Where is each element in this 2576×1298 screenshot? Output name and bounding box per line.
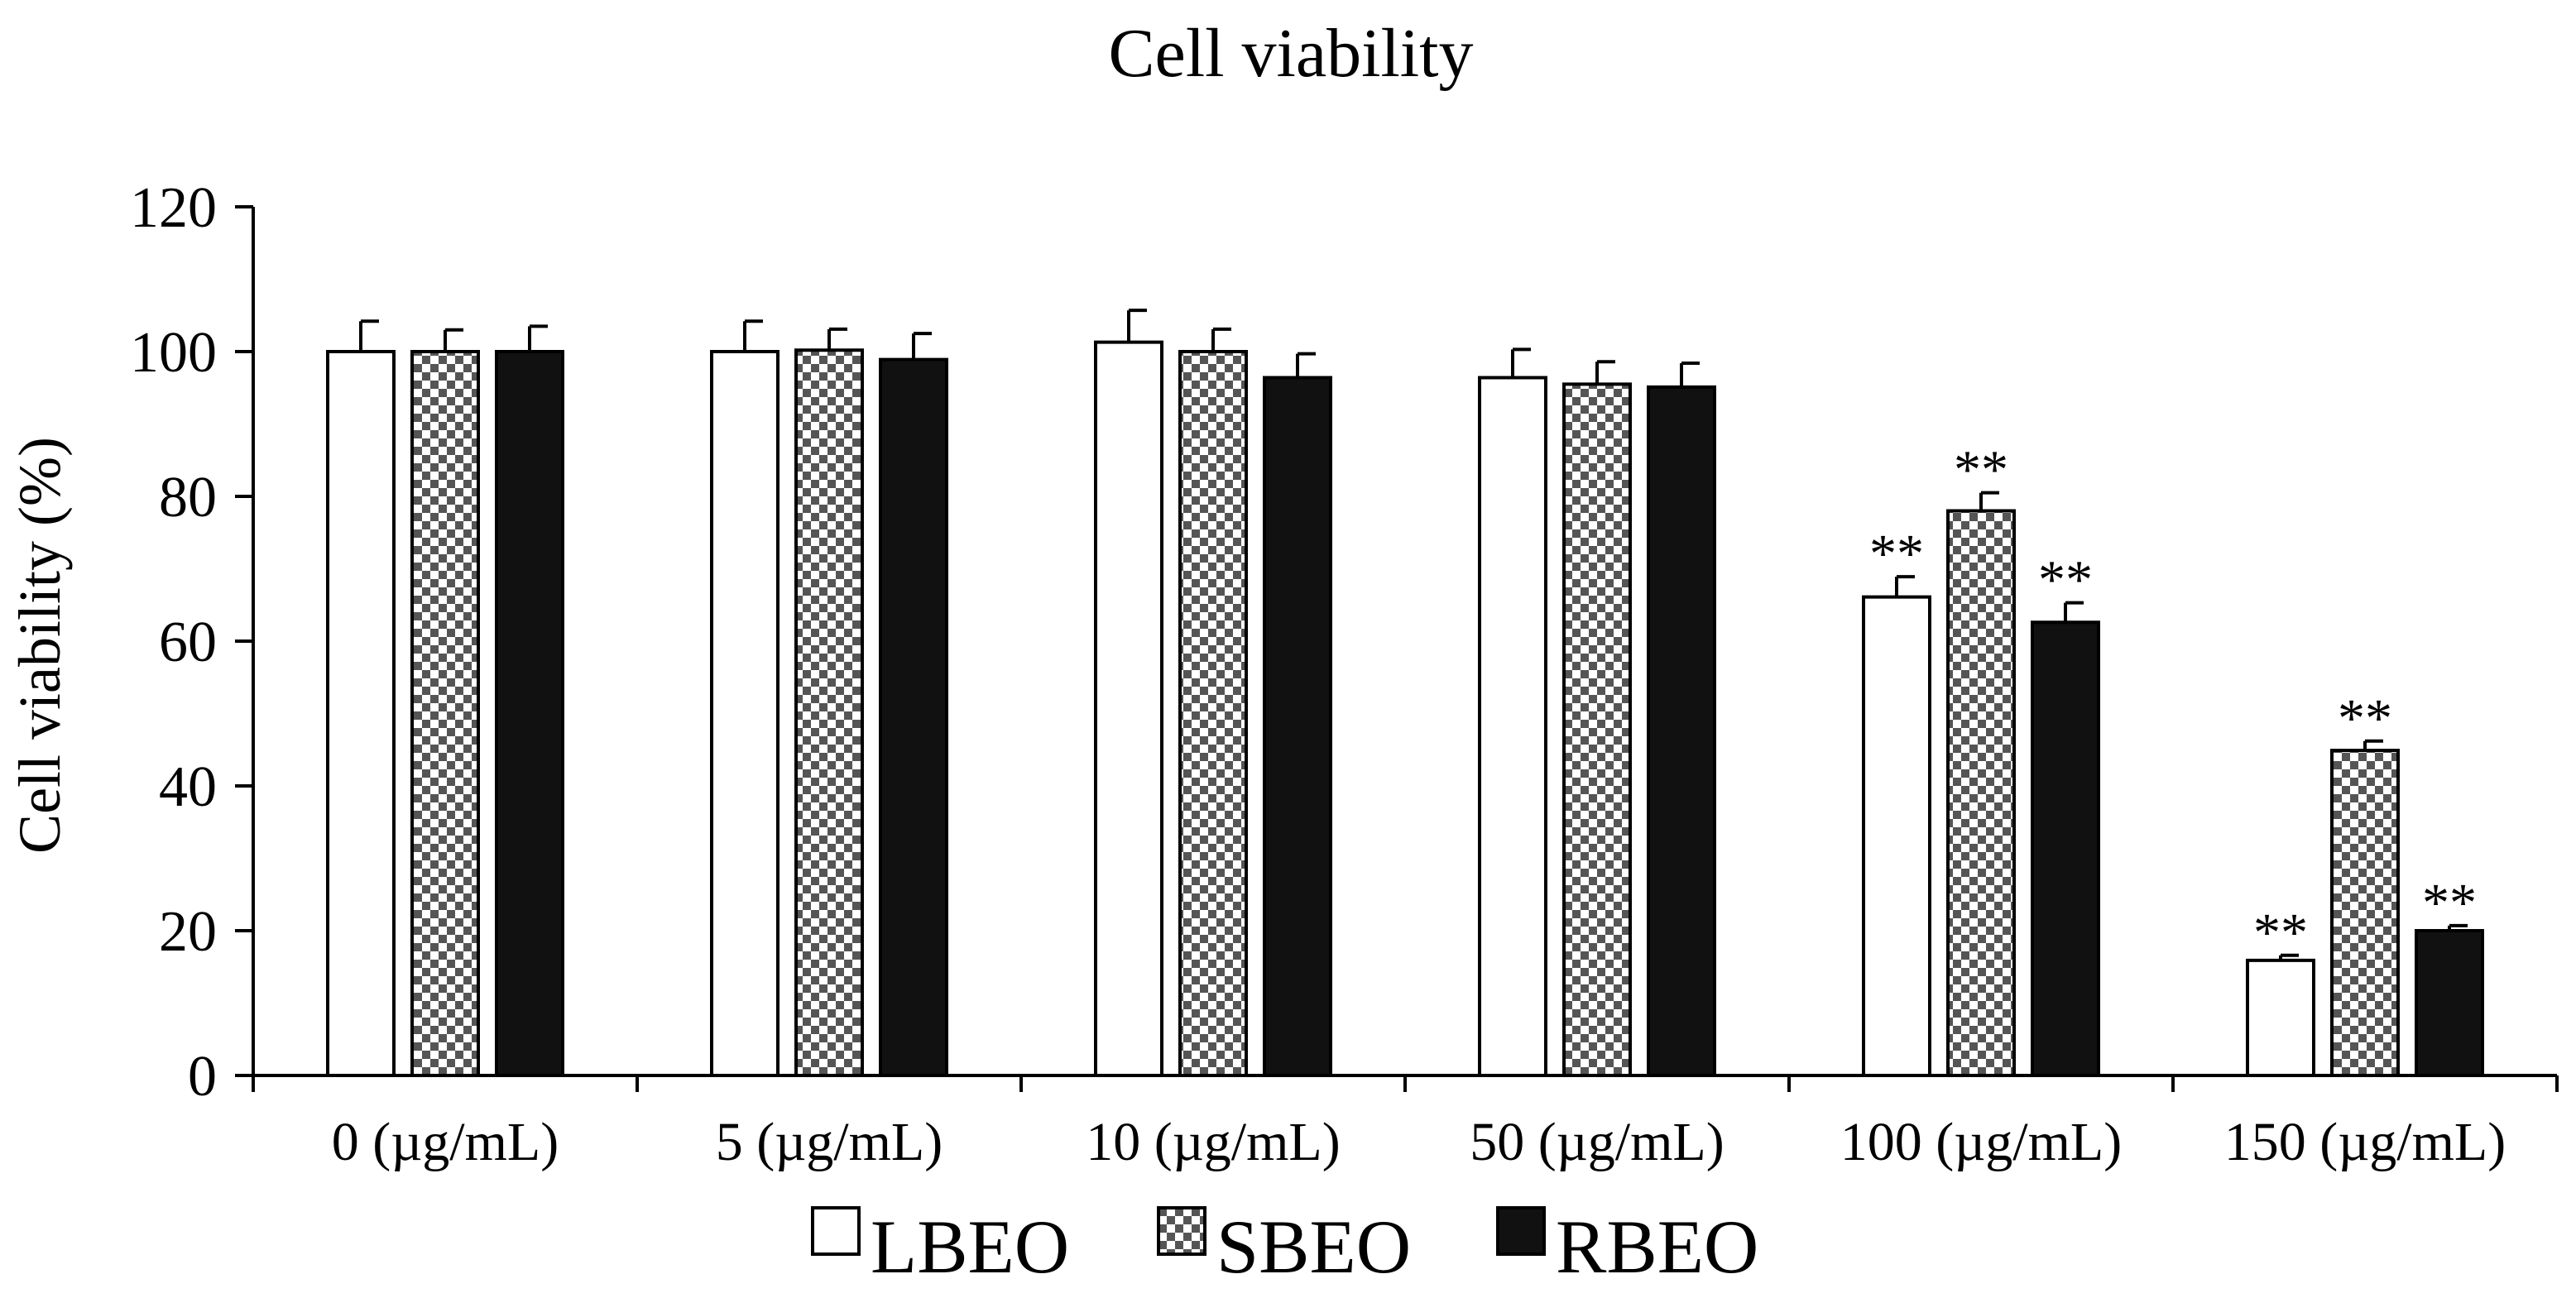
- bars-layer: ** ** ** ** ** **: [326, 309, 2484, 1077]
- y-axis-label: Cell viability (%): [7, 437, 73, 854]
- axes: 0 20 40 60 80 100 120 0 (µg/mL) 5 (µg/mL) 10 (µg/…: [130, 176, 2559, 1172]
- significance-mark: **: [2422, 873, 2477, 933]
- significance-mark: **: [2253, 903, 2308, 963]
- bar-sbeo: [410, 350, 480, 1077]
- x-tick-label: 0 (µg/mL): [332, 1112, 559, 1172]
- bar-rbeo: [1263, 376, 1332, 1077]
- legend-swatch-lbeo: [811, 1206, 861, 1256]
- y-tick-label: 20: [159, 900, 217, 964]
- bar-rbeo: [495, 350, 564, 1077]
- bar-rbeo: [2415, 929, 2484, 1077]
- x-tick-label: 100 (µg/mL): [1840, 1112, 2122, 1172]
- bar-sbeo: [1946, 509, 2016, 1077]
- bar-sbeo: [1178, 350, 1248, 1077]
- significance-mark: **: [2338, 688, 2392, 749]
- x-tick-label: 50 (µg/mL): [1470, 1112, 1724, 1172]
- bar-lbeo: [710, 350, 780, 1077]
- bar-sbeo: [2330, 749, 2400, 1077]
- y-tick-label: 80: [159, 466, 217, 529]
- legend: LBEO SBEO RBEO: [811, 1205, 1758, 1289]
- significance-mark: **: [1869, 524, 1924, 584]
- legend-swatch-rbeo: [1496, 1206, 1546, 1256]
- x-tick-label: 150 (µg/mL): [2224, 1112, 2506, 1172]
- x-tick-label: 10 (µg/mL): [1086, 1112, 1340, 1172]
- y-tick-label: 120: [130, 176, 217, 240]
- bar-rbeo: [879, 357, 948, 1077]
- y-tick-label: 100: [130, 321, 217, 385]
- y-tick-label: 40: [159, 755, 217, 819]
- bar-lbeo: [326, 350, 396, 1077]
- legend-swatch-sbeo: [1157, 1206, 1206, 1256]
- legend-label-lbeo: LBEO: [871, 1205, 1069, 1289]
- bar-rbeo: [1647, 385, 1716, 1077]
- legend-label-rbeo: RBEO: [1556, 1205, 1758, 1289]
- bar-lbeo: [1094, 340, 1163, 1077]
- bar-lbeo: [1478, 376, 1547, 1077]
- significance-mark: **: [2038, 550, 2093, 611]
- bar-lbeo: [2246, 958, 2315, 1077]
- chart-title: Cell viability: [1109, 15, 1474, 92]
- legend-label-sbeo: SBEO: [1216, 1205, 1411, 1289]
- bar-sbeo: [1562, 382, 1632, 1077]
- bar-sbeo: [794, 348, 864, 1077]
- y-tick-label: 60: [159, 611, 217, 674]
- y-tick-label: 0: [188, 1045, 217, 1109]
- bar-lbeo: [1862, 595, 1931, 1077]
- x-tick-label: 5 (µg/mL): [716, 1112, 943, 1172]
- significance-mark: **: [1954, 440, 2008, 501]
- bar-rbeo: [2031, 620, 2100, 1077]
